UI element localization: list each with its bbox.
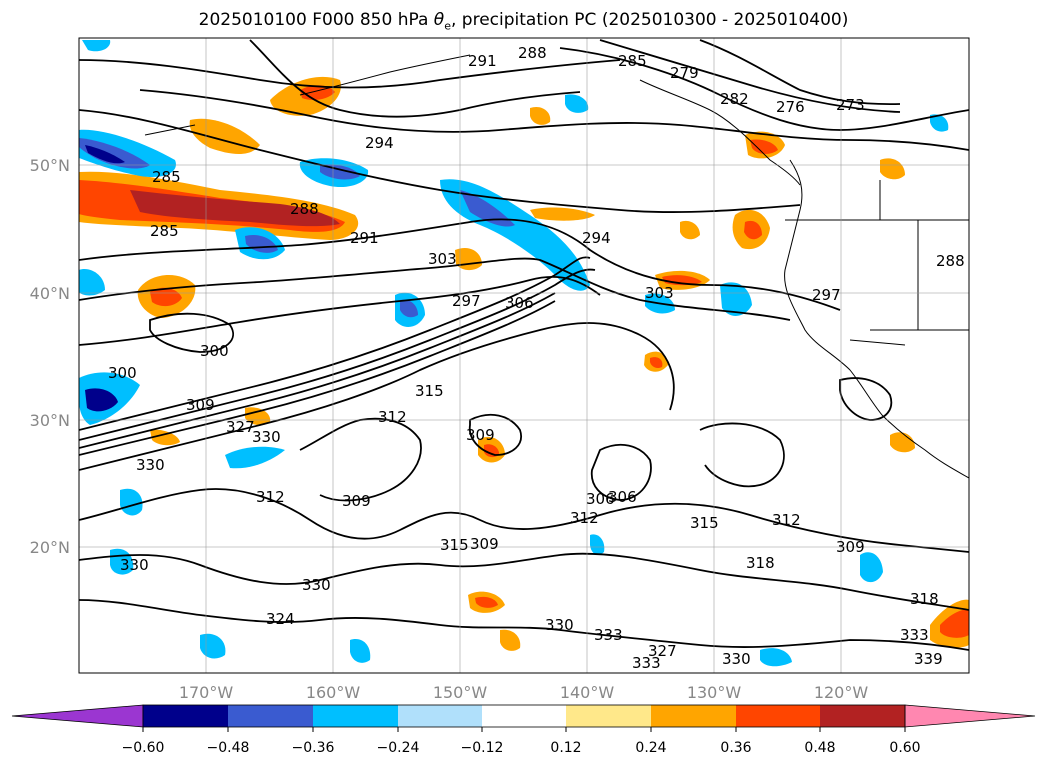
- lon-label: 120°W: [814, 683, 869, 702]
- colorbar-tick-label: −0.12: [461, 740, 504, 756]
- contour-label: 273: [836, 96, 865, 114]
- contour-label: 312: [256, 488, 285, 506]
- contour-label: 330: [302, 576, 331, 594]
- lat-label: 50°N: [30, 156, 70, 175]
- map-title: 2025010100 F000 850 hPa θe, precipitatio…: [198, 10, 849, 33]
- contour-label: 294: [582, 229, 611, 247]
- contour-label: 306: [608, 488, 637, 506]
- lon-label: 140°W: [560, 683, 615, 702]
- contour-label: 327: [648, 642, 677, 660]
- colorbar-tick-label: −0.60: [122, 740, 165, 756]
- contour-label: 303: [645, 284, 674, 302]
- contour-label: 333: [900, 626, 929, 644]
- theta-e-contours: [79, 39, 969, 651]
- contour-label: 285: [152, 168, 181, 186]
- contour-label: 315: [690, 514, 719, 532]
- contour-label: 297: [452, 292, 481, 310]
- colorbar-segment: [398, 705, 482, 727]
- lon-label: 150°W: [433, 683, 488, 702]
- contour-label: 279: [670, 64, 699, 82]
- contour-label: 333: [594, 626, 623, 644]
- colorbar-segment: [651, 705, 736, 727]
- contour-label: 339: [914, 650, 943, 668]
- colorbar-tick-label: 0.24: [635, 740, 666, 756]
- contour-label: 285: [150, 222, 179, 240]
- colorbar-tick-label: −0.36: [292, 740, 335, 756]
- colorbar-segment: [736, 705, 820, 727]
- colorbar: −0.60 −0.48 −0.36 −0.24 −0.12 0.12 0.24 …: [11, 704, 1036, 756]
- contour-label: 285: [618, 52, 647, 70]
- contour-label: 312: [570, 509, 599, 527]
- lat-label: 20°N: [30, 538, 70, 557]
- contour-label: 324: [266, 610, 295, 628]
- contour-label: 306: [505, 294, 534, 312]
- gridlines: [79, 38, 969, 673]
- contour-label: 300: [200, 342, 229, 360]
- colorbar-tick-label: −0.48: [207, 740, 250, 756]
- lon-label: 160°W: [306, 683, 361, 702]
- contour-label: 330: [136, 456, 165, 474]
- contour-label: 309: [836, 538, 865, 556]
- colorbar-tick-label: 0.36: [720, 740, 751, 756]
- colorbar-tick-label: −0.24: [377, 740, 420, 756]
- contour-label: 330: [545, 616, 574, 634]
- contour-label: 309: [466, 426, 495, 444]
- contour-label: 318: [910, 590, 939, 608]
- colorbar-segment: [313, 705, 398, 727]
- lat-label: 40°N: [30, 284, 70, 303]
- contour-label: 300: [108, 364, 137, 382]
- colorbar-extend-right: [904, 704, 1036, 728]
- contour-label: 291: [350, 229, 379, 247]
- contour-label: 288: [936, 252, 965, 270]
- colorbar-tick-label: 0.60: [889, 740, 920, 756]
- colorbar-segment: [143, 705, 228, 727]
- contour-label: 330: [722, 650, 751, 668]
- colorbar-segment: [566, 705, 651, 727]
- contour-label: 318: [746, 554, 775, 572]
- contour-labels: 291 288 285 282 279 276 273 294 285 288 …: [108, 44, 965, 672]
- contour-label: 312: [378, 408, 407, 426]
- latitude-labels: 50°N 40°N 30°N 20°N: [30, 156, 70, 557]
- contour-label: 309: [342, 492, 371, 510]
- contour-label: 294: [365, 134, 394, 152]
- contour-label: 297: [812, 286, 841, 304]
- contour-label: 330: [120, 556, 149, 574]
- contour-label: 288: [290, 200, 319, 218]
- contour-label: 315: [440, 536, 469, 554]
- contour-label: 303: [428, 250, 457, 268]
- contour-label: 291: [468, 52, 497, 70]
- contour-label: 309: [186, 396, 215, 414]
- contour-label: 327: [226, 418, 255, 436]
- lon-label: 170°W: [179, 683, 234, 702]
- colorbar-tick-label: 0.48: [804, 740, 835, 756]
- colorbar-tick-label: 0.12: [550, 740, 581, 756]
- map-frame: [78, 37, 970, 674]
- coastline: [144, 54, 969, 479]
- contour-label: 309: [470, 535, 499, 553]
- contour-label: 315: [415, 382, 444, 400]
- colorbar-segment: [820, 705, 905, 727]
- colorbar-extend-left: [11, 704, 144, 728]
- contour-label: 330: [252, 428, 281, 446]
- colorbar-segment: [482, 705, 566, 727]
- longitude-labels: 170°W 160°W 150°W 140°W 130°W 120°W: [179, 683, 869, 702]
- lat-label: 30°N: [30, 411, 70, 430]
- contour-label: 288: [518, 44, 547, 62]
- colorbar-segment: [228, 705, 313, 727]
- colorbar-ticks: [142, 727, 906, 732]
- lon-label: 130°W: [687, 683, 742, 702]
- contour-label: 306: [586, 490, 615, 508]
- contour-label: 333: [632, 654, 661, 672]
- contour-label: 276: [776, 98, 805, 116]
- contour-label: 282: [720, 90, 749, 108]
- contour-label: 312: [772, 511, 801, 529]
